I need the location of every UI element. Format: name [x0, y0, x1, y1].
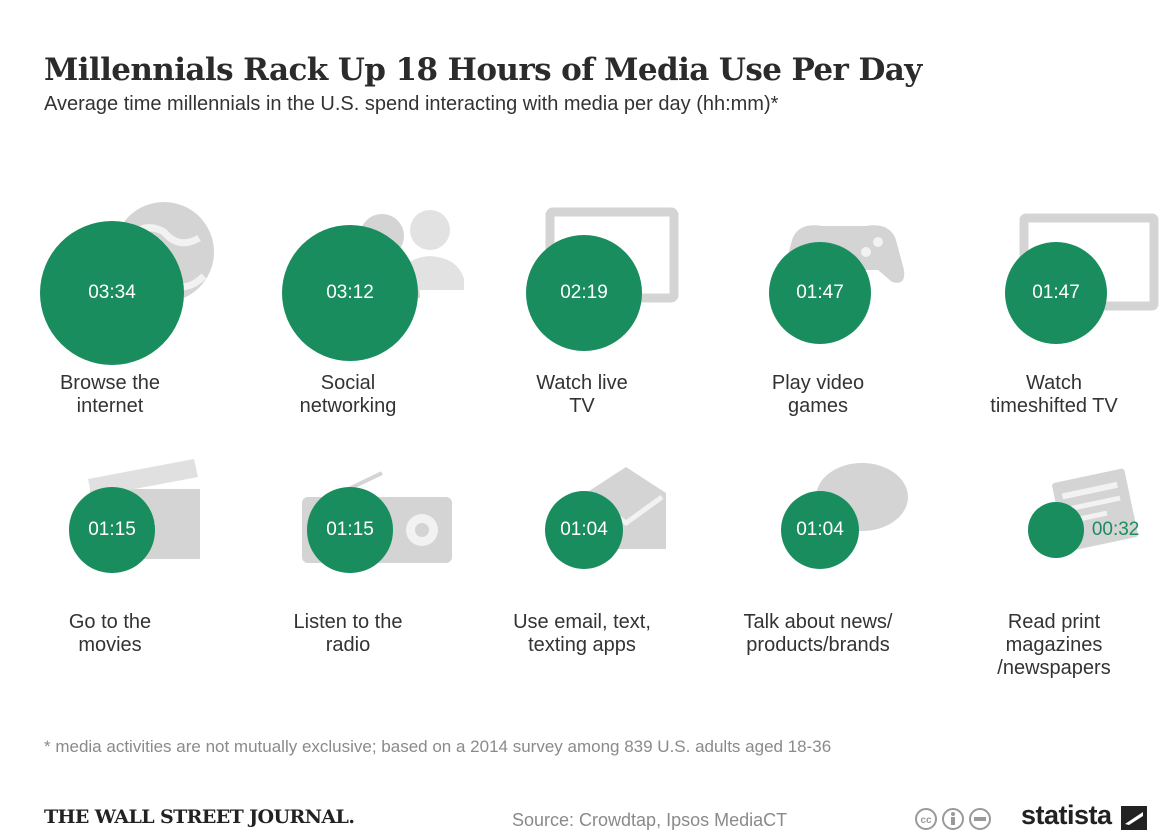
bubble-value: 01:47	[1032, 282, 1080, 303]
bubble-value: 01:04	[560, 519, 608, 540]
bubble	[1028, 502, 1084, 558]
bubble-label: Read print magazines /newspapers	[997, 611, 1111, 679]
bubble-value: 03:34	[88, 282, 136, 303]
bubble-value: 02:19	[560, 282, 608, 303]
creative-commons-icon: cc	[915, 808, 991, 830]
bubble	[780, 490, 860, 570]
bubble-label: Play video games	[771, 372, 865, 417]
bubble	[544, 490, 624, 570]
statista-logo: statista	[1021, 800, 1112, 830]
footnote: * media activities are not mutually excl…	[44, 737, 832, 756]
wsj-logo: THE WALL STREET JOURNAL.	[44, 806, 355, 828]
svg-text:cc: cc	[920, 815, 932, 826]
bubble-label: Use email, text, texting apps	[513, 611, 651, 656]
bubble-value: 01:04	[796, 519, 844, 540]
bubble	[281, 224, 419, 362]
bubble-label: Go to the movies	[68, 611, 152, 656]
bubble-item: 01:15 Listen to the radio	[232, 427, 464, 677]
bubble-value: 01:15	[326, 519, 374, 540]
bubble-label: Watch live TV	[536, 372, 628, 417]
bubble-item: 01:04 Use email, text, texting apps	[466, 427, 698, 677]
chart-title: Millennials Rack Up 18 Hours of Media Us…	[44, 52, 922, 88]
bubble-label: Talk about news/ products/brands	[743, 611, 893, 656]
bubble-item: 00:32 Read print magazines /newspapers	[938, 427, 1161, 679]
chart-subtitle: Average time millennials in the U.S. spe…	[44, 93, 779, 115]
bubble-item: 03:34 Browse the internet	[0, 190, 226, 440]
bubble	[40, 221, 184, 365]
bubble-item: 02:19 Watch live TV	[466, 190, 698, 440]
bubble	[69, 487, 155, 573]
bubble-label: Watch timeshifted TV	[990, 372, 1118, 417]
bubble-value: 01:15	[88, 519, 136, 540]
source-text: Source: Crowdtap, Ipsos MediaCT	[512, 810, 788, 830]
bubble	[525, 234, 643, 352]
bubble	[769, 242, 871, 344]
bubble-item: 01:47 Play video games	[702, 190, 934, 440]
bubble-label: Listen to the radio	[293, 611, 403, 656]
bubble-label: Social networking	[299, 372, 397, 417]
bubble-item: 01:04 Talk about news/ products/brands	[702, 427, 934, 677]
bubble-item: 01:15 Go to the movies	[0, 427, 226, 677]
bubble-value: 00:32	[1091, 519, 1140, 540]
statista-logo-mark	[1121, 806, 1147, 830]
bubble-label: Browse the internet	[59, 372, 161, 417]
bubble-item: 01:47 Watch timeshifted TV	[938, 190, 1161, 440]
bubble	[307, 487, 393, 573]
bubble-value: 03:12	[326, 282, 374, 303]
bubble-value: 01:47	[796, 282, 844, 303]
bubble	[1005, 242, 1107, 344]
bubble-item: 03:12 Social networking	[232, 190, 464, 440]
